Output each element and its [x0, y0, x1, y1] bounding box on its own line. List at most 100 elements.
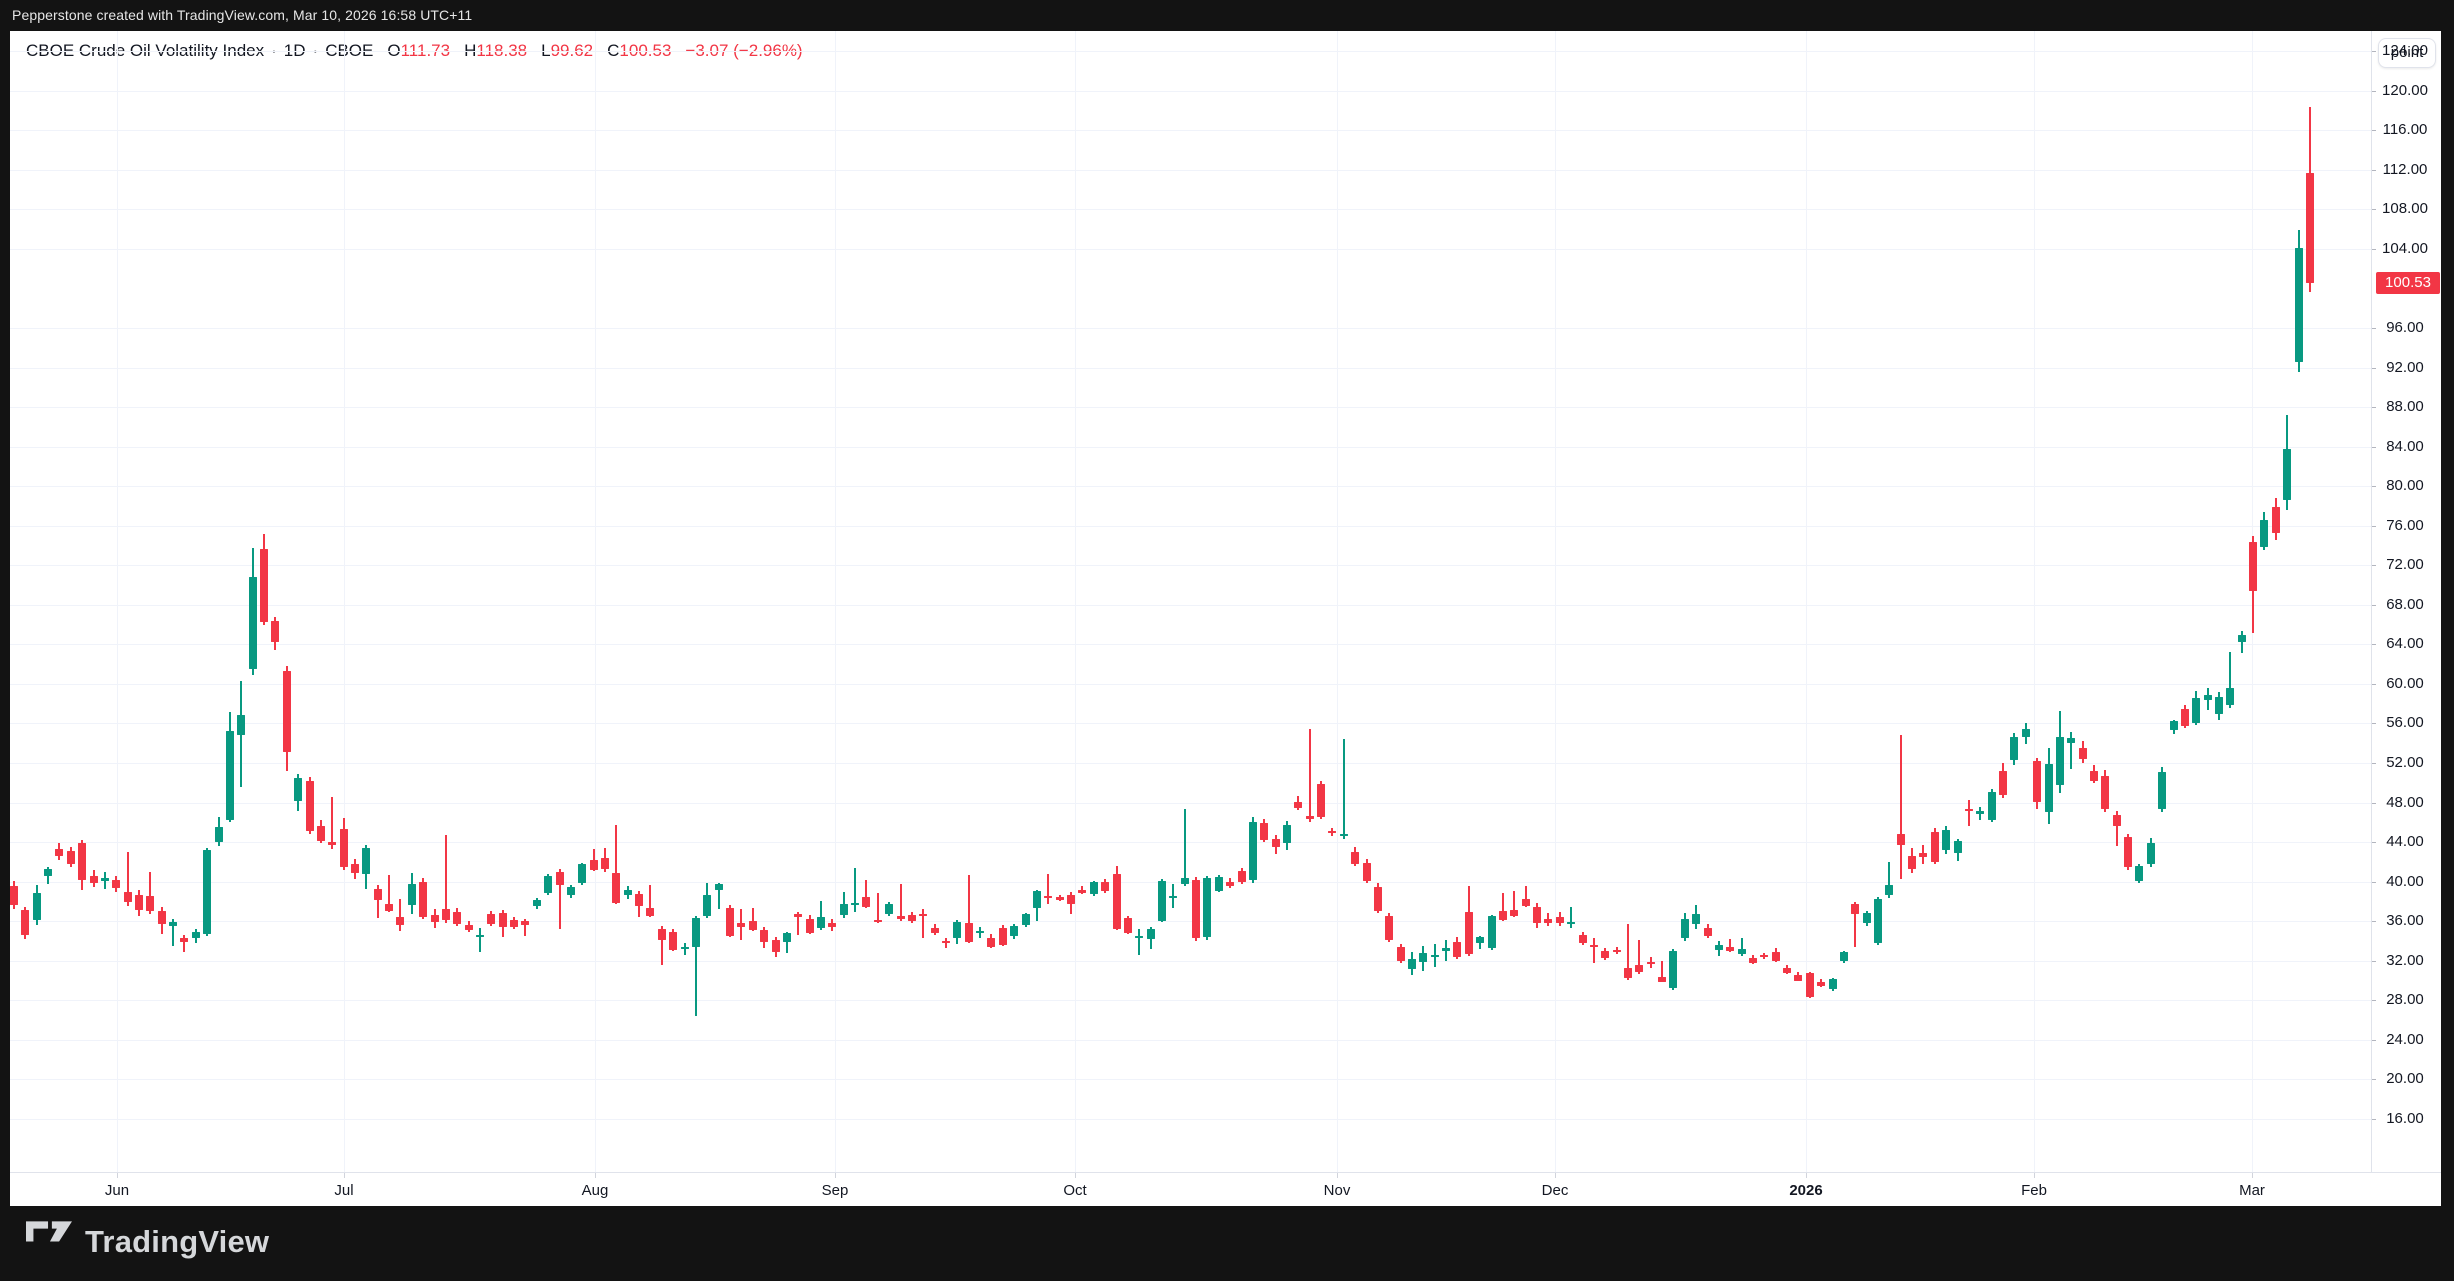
candle-body [2044, 764, 2053, 813]
grid-line-vertical [2034, 31, 2035, 1172]
candle-body [1442, 947, 1451, 951]
candle-body [1658, 976, 1667, 982]
candle-body [657, 929, 666, 940]
candle-body [316, 826, 325, 842]
candle-wick [2115, 811, 2118, 847]
price-tick-mark [2372, 644, 2376, 646]
ohlc-open: O111.73 [387, 41, 451, 60]
tradingview-logo-icon [26, 1221, 72, 1242]
candle-body [1260, 823, 1269, 841]
candle-body [1862, 913, 1871, 924]
candle-body [1999, 770, 2008, 795]
candle-body [2180, 708, 2189, 727]
candle-wick [1524, 885, 1527, 908]
candle-body [2283, 448, 2292, 501]
candle-body [180, 938, 189, 942]
price-tick-mark [2372, 842, 2376, 844]
price-tick-label: 40.00 [2386, 872, 2424, 890]
candle-body [1783, 967, 1792, 973]
candle-body [1805, 972, 1814, 998]
time-tick-label: Mar [2239, 1182, 2265, 1199]
candle-wick [1638, 939, 1641, 974]
time-tick-label: Aug [581, 1182, 609, 1199]
candlestick-plot[interactable] [10, 31, 2371, 1172]
candle-body [816, 917, 825, 929]
candle-body [112, 879, 121, 888]
candle-body [2021, 729, 2030, 738]
price-tick-label: 80.00 [2386, 477, 2424, 495]
price-tick-mark [2372, 525, 2376, 527]
price-tick-label: 92.00 [2386, 358, 2424, 376]
change-value: −3.07 (−2.96%) [685, 41, 803, 60]
candle-body [2067, 738, 2076, 744]
candle-body [976, 931, 985, 934]
candle-body [2305, 172, 2314, 284]
candle-body [748, 921, 757, 931]
timeframe-label[interactable]: 1D [283, 41, 306, 60]
grid-line-horizontal [10, 604, 2371, 606]
price-tick-mark [2372, 683, 2376, 685]
grid-line-horizontal [10, 644, 2371, 646]
candle-body [2135, 865, 2144, 881]
time-tick-mark [1806, 1173, 1807, 1178]
candle-body [453, 912, 462, 925]
candle-body [1430, 954, 1439, 957]
price-tick-label: 60.00 [2386, 674, 2424, 692]
header-separator: · [271, 41, 277, 61]
candle-body [544, 875, 553, 893]
price-axis[interactable]: point 100.53 124.00 120.00 116.00 112.00 108… [2371, 31, 2441, 1172]
time-tick-label: Oct [1063, 1182, 1087, 1199]
candle-body [498, 913, 507, 928]
grid-line-horizontal [10, 1039, 2371, 1041]
candle-body [1919, 852, 1928, 857]
candle-body [1498, 911, 1507, 921]
candle-body [1112, 873, 1121, 930]
candle-wick [376, 884, 379, 919]
price-tick-label: 96.00 [2386, 319, 2424, 337]
candle-body [373, 888, 382, 901]
candle-body [1192, 879, 1201, 938]
candle-body [1317, 783, 1326, 818]
candle-body [1578, 935, 1587, 943]
candle-body [771, 939, 780, 952]
candle-body [2078, 748, 2087, 760]
candle-body [1180, 877, 1189, 884]
candle-body [203, 850, 212, 935]
candle-body [737, 923, 746, 928]
candle-body [1953, 841, 1962, 853]
price-tick-label: 48.00 [2386, 793, 2424, 811]
candle-body [566, 886, 575, 895]
candle-body [1680, 919, 1689, 938]
price-tick-mark [2372, 130, 2376, 132]
grid-line-horizontal [10, 1118, 2371, 1120]
candle-wick [819, 901, 822, 931]
tradingview-brand[interactable]: TradingView [26, 1221, 269, 1262]
candle-body [1612, 949, 1621, 952]
candle-body [1521, 899, 1530, 907]
candle-body [214, 827, 223, 843]
candle-body [271, 620, 280, 643]
grid-line-horizontal [10, 565, 2371, 567]
price-tick-mark [2372, 1039, 2376, 1041]
symbol-title[interactable]: CBOE Crude Oil Volatility Index [26, 41, 265, 60]
candle-wick [592, 849, 595, 871]
candle-body [32, 892, 41, 921]
candle-body [2112, 815, 2121, 827]
candle-body [1601, 950, 1610, 958]
last-price-value: 100.53 [2385, 274, 2431, 292]
footer-bar: TradingView [0, 1206, 2454, 1281]
candle-wick [1138, 929, 1141, 955]
candle-wick [1854, 902, 1857, 947]
candle-body [89, 875, 98, 883]
candle-body [998, 928, 1007, 945]
candle-body [21, 910, 30, 936]
time-axis[interactable]: Jun Jul Aug Sep Oct Nov Dec 2026 Feb Mar [10, 1172, 2441, 1206]
grid-line-horizontal [10, 1000, 2371, 1002]
symbol-header[interactable]: CBOE Crude Oil Volatility Index · 1D · C… [26, 39, 803, 63]
candle-wick [172, 919, 175, 946]
candle-wick [558, 868, 561, 930]
price-tick-mark [2372, 248, 2376, 250]
candle-wick [1661, 960, 1664, 983]
candle-wick [399, 899, 402, 932]
price-tick-label: 104.00 [2382, 239, 2428, 257]
